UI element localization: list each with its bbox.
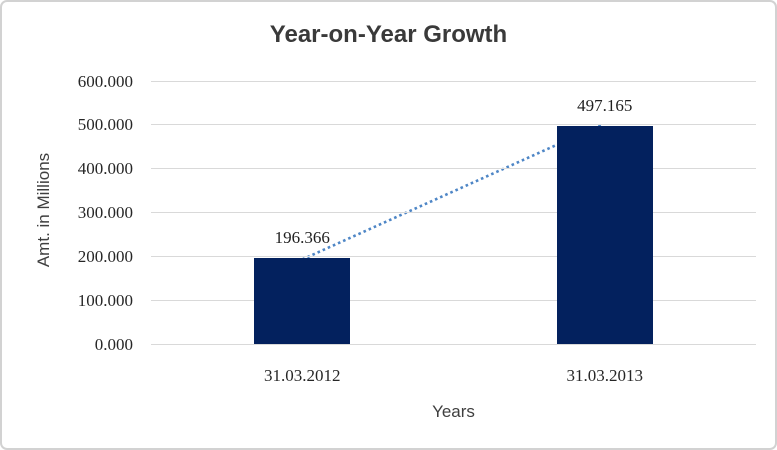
bar	[556, 126, 653, 344]
x-axis-tick-label: 31.03.2013	[566, 366, 644, 385]
y-axis-tick-label: 100.000	[77, 290, 133, 310]
y-axis-tick-label: 600.000	[77, 71, 133, 91]
bar-data-label: 497.165	[577, 96, 633, 116]
y-axis-tick-label: 300.000	[77, 203, 133, 222]
gridline	[151, 255, 756, 257]
y-axis-tick-label: 500.000	[77, 115, 133, 135]
gridline	[151, 168, 756, 170]
chart-title: Year-on-Year Growth	[269, 21, 508, 48]
gridline	[151, 80, 756, 82]
gridline	[151, 299, 756, 301]
bar-data-label: 196.366	[274, 227, 330, 247]
x-axis-title: Years	[432, 402, 475, 421]
gridline	[151, 212, 756, 213]
y-axis-tick-label: 400.000	[77, 159, 133, 179]
bar	[254, 257, 351, 344]
y-axis-tick-label: 200.000	[77, 246, 133, 266]
plot-area: 196.366 497.165	[151, 80, 756, 345]
gridline	[151, 124, 756, 126]
x-axis-tick-label: 31.03.2012	[264, 366, 341, 385]
y-axis-tick-label: 0.000	[94, 334, 133, 354]
gridline	[151, 343, 756, 345]
